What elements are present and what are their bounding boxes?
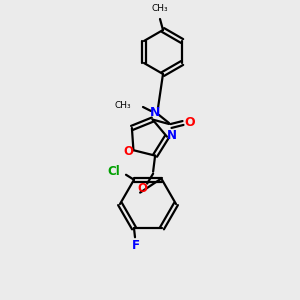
Text: O: O	[185, 116, 195, 128]
Text: Cl: Cl	[108, 165, 120, 178]
Text: F: F	[132, 239, 140, 252]
Text: N: N	[150, 106, 160, 118]
Text: N: N	[167, 129, 177, 142]
Text: O: O	[137, 182, 147, 195]
Text: CH₃: CH₃	[152, 4, 168, 13]
Text: O: O	[123, 145, 134, 158]
Text: CH₃: CH₃	[114, 101, 131, 110]
